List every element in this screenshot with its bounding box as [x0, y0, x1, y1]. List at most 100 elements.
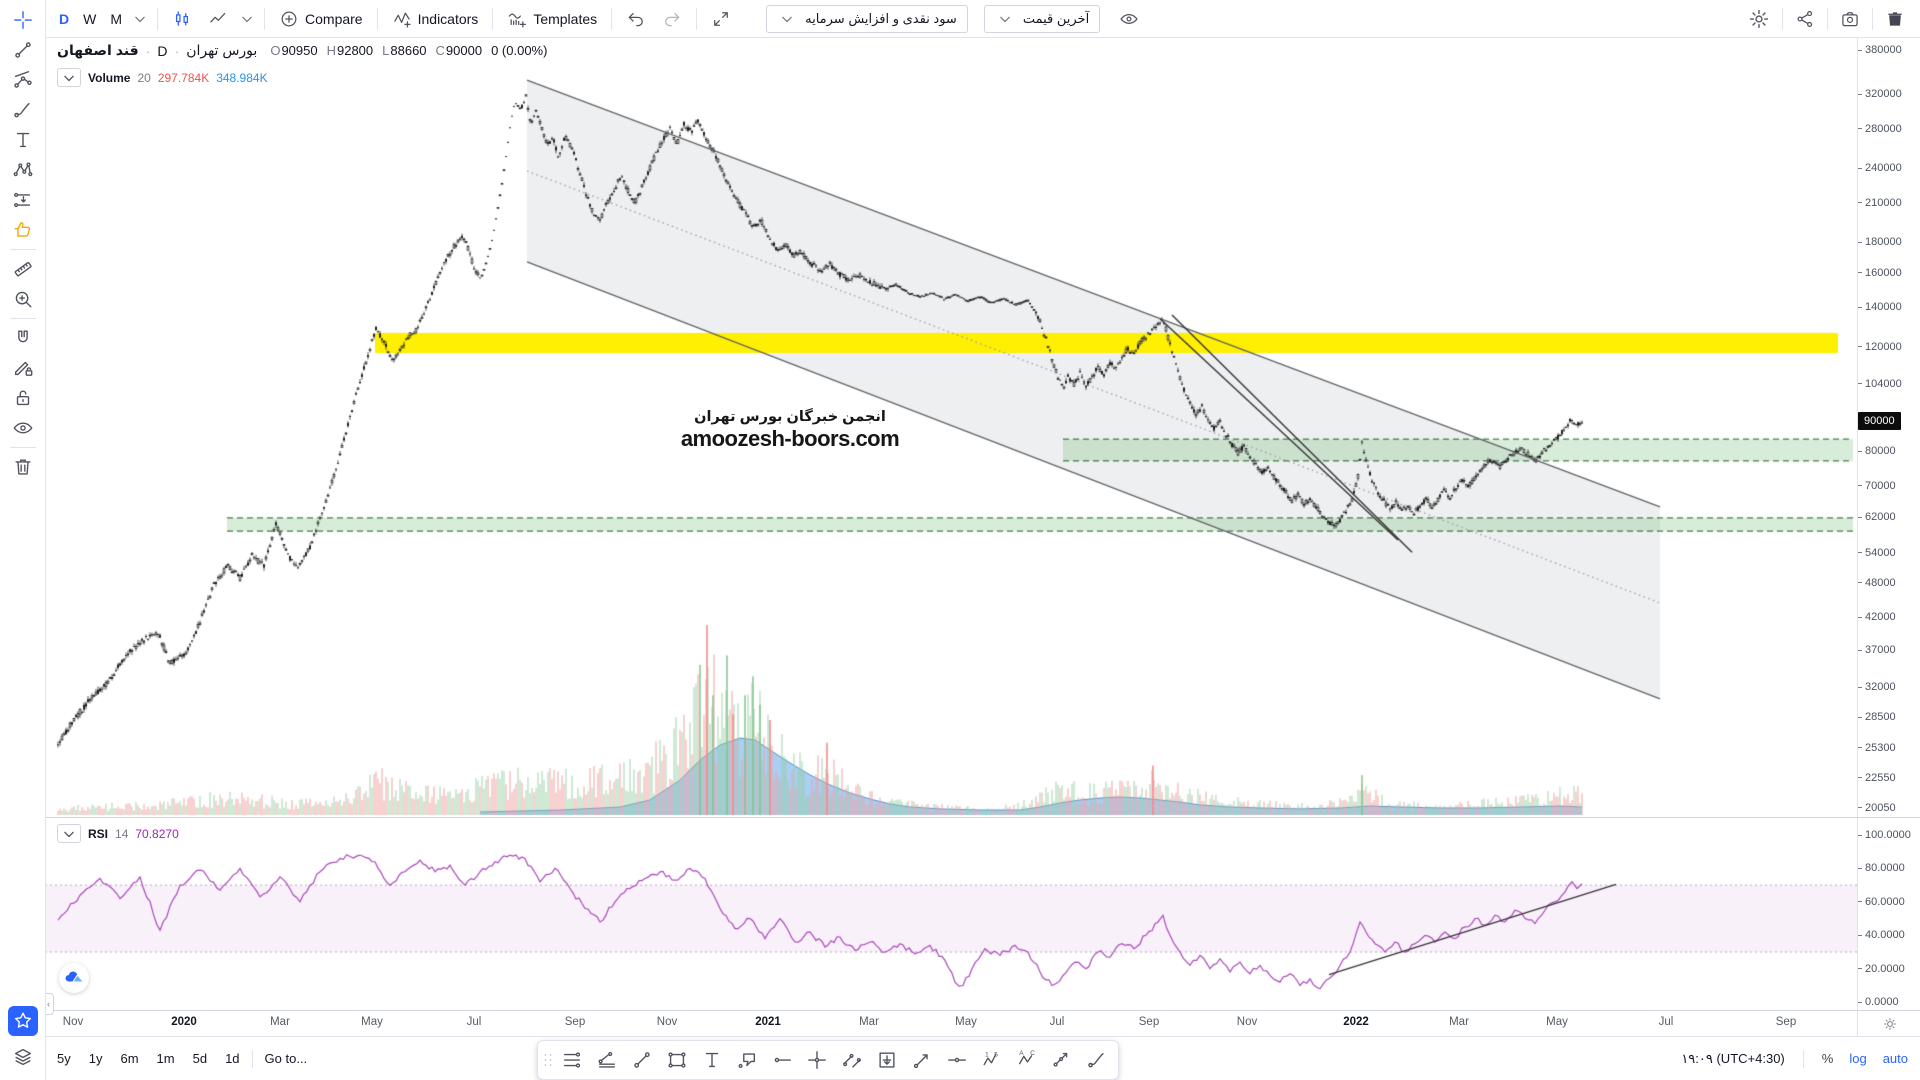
goto-button[interactable]: Go to...	[264, 1051, 308, 1066]
line-style-button[interactable]	[201, 5, 235, 33]
range-6m-button[interactable]: 6m	[120, 1051, 139, 1066]
symbol-exchange: بورس تهران	[186, 42, 258, 58]
range-1m-button[interactable]: 1m	[156, 1051, 175, 1066]
redo-button[interactable]	[655, 5, 689, 33]
brush-tool-button[interactable]	[4, 95, 42, 125]
rsi-legend[interactable]: RSI 14 70.8270	[57, 824, 179, 843]
layers-button[interactable]	[4, 1042, 42, 1072]
range-1d-button[interactable]: 1d	[225, 1051, 240, 1066]
hide-all-button[interactable]	[4, 413, 42, 443]
style-menu-chevron-icon[interactable]	[237, 9, 257, 29]
screenshot-button[interactable]	[1833, 5, 1867, 33]
bottombar-right-group: ۱۹:۰۹ (UTC+4:30) % log auto	[1681, 1049, 1908, 1068]
volume-legend[interactable]: Volume 20 297.784K 348.984K	[57, 68, 268, 87]
fullscreen-button[interactable]	[704, 5, 738, 33]
axis-settings-corner[interactable]	[1857, 1010, 1920, 1037]
interval-menu-chevron-icon[interactable]	[130, 9, 150, 29]
low-value: 88660	[390, 43, 427, 58]
indicators-button[interactable]: Indicators	[385, 5, 486, 33]
trend-line-button[interactable]	[624, 1044, 659, 1076]
rsi-tick: 80.0000	[1858, 861, 1905, 875]
arrow-marker-button[interactable]	[904, 1044, 939, 1076]
rsi-period: 14	[115, 826, 129, 841]
pane-collapse-tab[interactable]: ‹	[44, 993, 54, 1015]
forecast-tool-button[interactable]	[4, 185, 42, 215]
time-axis-label: May	[1546, 1016, 1568, 1028]
rectangle-icon	[666, 1049, 688, 1071]
brush-icon	[1086, 1049, 1108, 1071]
forecast-icon	[12, 189, 34, 211]
percent-scale-button[interactable]: %	[1821, 1051, 1834, 1066]
text-tool-button[interactable]	[4, 125, 42, 155]
settings-button[interactable]	[1741, 5, 1777, 33]
symbol-legend[interactable]: قند اصفهان · D · بورس تهران O90950 H9280…	[57, 42, 547, 59]
top-toolbar: D W M Compare Indicators Templates سود ن…	[45, 0, 1920, 38]
emoji-tool-button[interactable]	[4, 215, 42, 245]
horizontal-ray-button[interactable]	[764, 1044, 799, 1076]
legend-dot: ·	[145, 42, 151, 59]
interval-1w-button[interactable]: W	[83, 10, 97, 27]
zoom-in-button[interactable]	[4, 284, 42, 314]
delete-button[interactable]	[1878, 5, 1912, 33]
bars-pattern-icon	[1051, 1049, 1073, 1071]
topbar-right-icons	[1741, 5, 1912, 33]
parallel-channel-button[interactable]	[834, 1044, 869, 1076]
favorites-button[interactable]	[7, 1006, 38, 1036]
log-scale-button[interactable]: log	[1849, 1051, 1867, 1066]
trend-line-tool-button[interactable]	[4, 35, 42, 65]
callout-button[interactable]	[729, 1044, 764, 1076]
text-button[interactable]	[694, 1044, 729, 1076]
cloud-logo-icon	[62, 966, 86, 990]
symbol-interval[interactable]: D	[157, 42, 168, 59]
share-icon	[1795, 9, 1815, 29]
cross-line-button[interactable]	[799, 1044, 834, 1076]
share-button[interactable]	[1788, 5, 1822, 33]
chevron-down-icon	[995, 9, 1015, 29]
drawing-lock-button[interactable]	[4, 353, 42, 383]
lock-all-button[interactable]	[4, 383, 42, 413]
horizontal-line-button[interactable]	[939, 1044, 974, 1076]
price-tick: 62000	[1858, 510, 1896, 524]
undo-button[interactable]	[619, 5, 653, 33]
price-axis[interactable]: 90000 380000 320000 280000 240000 210000 1800…	[1857, 37, 1920, 1010]
brush-button[interactable]	[1079, 1044, 1114, 1076]
fib-retracement-button[interactable]	[554, 1044, 589, 1076]
chart-canvas[interactable]	[45, 37, 1857, 1010]
compare-button[interactable]: Compare	[272, 5, 370, 33]
pane-divider[interactable]	[45, 817, 1920, 818]
visibility-eye-button[interactable]	[1112, 5, 1146, 33]
fib-tools-button[interactable]	[4, 65, 42, 95]
drag-handle[interactable]	[542, 1048, 554, 1072]
interval-1m-button[interactable]: M	[110, 10, 123, 27]
fib-trend-button[interactable]	[589, 1044, 624, 1076]
time-axis[interactable]: Nov 2020 Mar May Jul Sep Nov 2021 Mar May Jul Sep No…	[45, 1010, 1857, 1037]
pattern-tool-button[interactable]	[4, 155, 42, 185]
symbol-name[interactable]: قند اصفهان	[57, 42, 139, 58]
measure-tool-button[interactable]	[4, 254, 42, 284]
auto-scale-button[interactable]: auto	[1882, 1051, 1908, 1066]
range-5d-button[interactable]: 5d	[192, 1051, 208, 1066]
date-price-range-button[interactable]	[869, 1044, 904, 1076]
undo-icon	[626, 9, 646, 29]
magnet-button[interactable]	[4, 323, 42, 353]
range-5y-button[interactable]: 5y	[57, 1051, 71, 1066]
crosshair-tool-button[interactable]	[4, 5, 42, 35]
price-tick: 104000	[1858, 377, 1902, 391]
adjustment-dropdown[interactable]: سود نقدی و افزایش سرمایه	[766, 4, 968, 33]
volume-collapse-button[interactable]	[57, 68, 81, 87]
interval-1d-button[interactable]: D	[59, 10, 70, 27]
last-price-dropdown[interactable]: آخرین قیمت	[983, 4, 1101, 33]
crosshair-icon	[12, 9, 34, 31]
rectangle-button[interactable]	[659, 1044, 694, 1076]
range-1y-button[interactable]: 1y	[88, 1051, 103, 1066]
fib-retracement-icon	[561, 1049, 583, 1071]
clock[interactable]: ۱۹:۰۹ (UTC+4:30)	[1681, 1050, 1785, 1066]
rsi-collapse-button[interactable]	[57, 824, 81, 843]
logo-button[interactable]	[59, 963, 89, 993]
templates-button[interactable]: Templates	[500, 5, 604, 33]
bars-pattern-button[interactable]	[1044, 1044, 1079, 1076]
candle-style-button[interactable]	[165, 5, 199, 33]
remove-all-button[interactable]	[4, 452, 42, 482]
